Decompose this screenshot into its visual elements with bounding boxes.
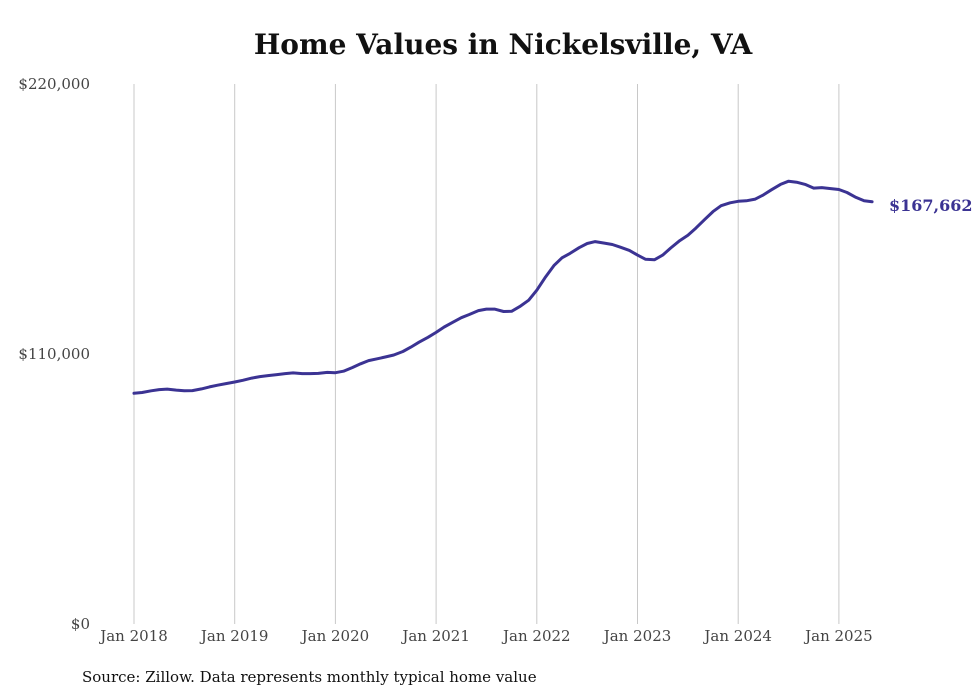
x-tick-label: Jan 2024 <box>702 627 772 645</box>
latest-value-label: $167,662 <box>889 196 973 215</box>
y-tick-label: $0 <box>71 615 90 633</box>
chart-title: Home Values in Nickelsville, VA <box>253 28 753 61</box>
x-tick-label: Jan 2022 <box>501 627 571 645</box>
x-tick-label: Jan 2018 <box>98 627 168 645</box>
x-tick-label: Jan 2020 <box>300 627 370 645</box>
x-tick-label: Jan 2025 <box>803 627 873 645</box>
y-axis-ticks: $0 $110,000 $220,000 <box>18 75 90 633</box>
x-axis-ticks: Jan 2018 Jan 2019 Jan 2020 Jan 2021 Jan 2022… <box>98 627 872 645</box>
series-line <box>132 179 874 395</box>
series-layer <box>132 179 874 395</box>
vertical-gridlines <box>133 84 840 624</box>
y-tick-label: $220,000 <box>18 75 90 93</box>
x-tick-label: Jan 2023 <box>602 627 672 645</box>
source-note: Source: Zillow. Data represents monthly … <box>82 668 537 686</box>
x-tick-label: Jan 2021 <box>400 627 470 645</box>
x-tick-label: Jan 2019 <box>199 627 269 645</box>
y-tick-label: $110,000 <box>18 345 90 363</box>
